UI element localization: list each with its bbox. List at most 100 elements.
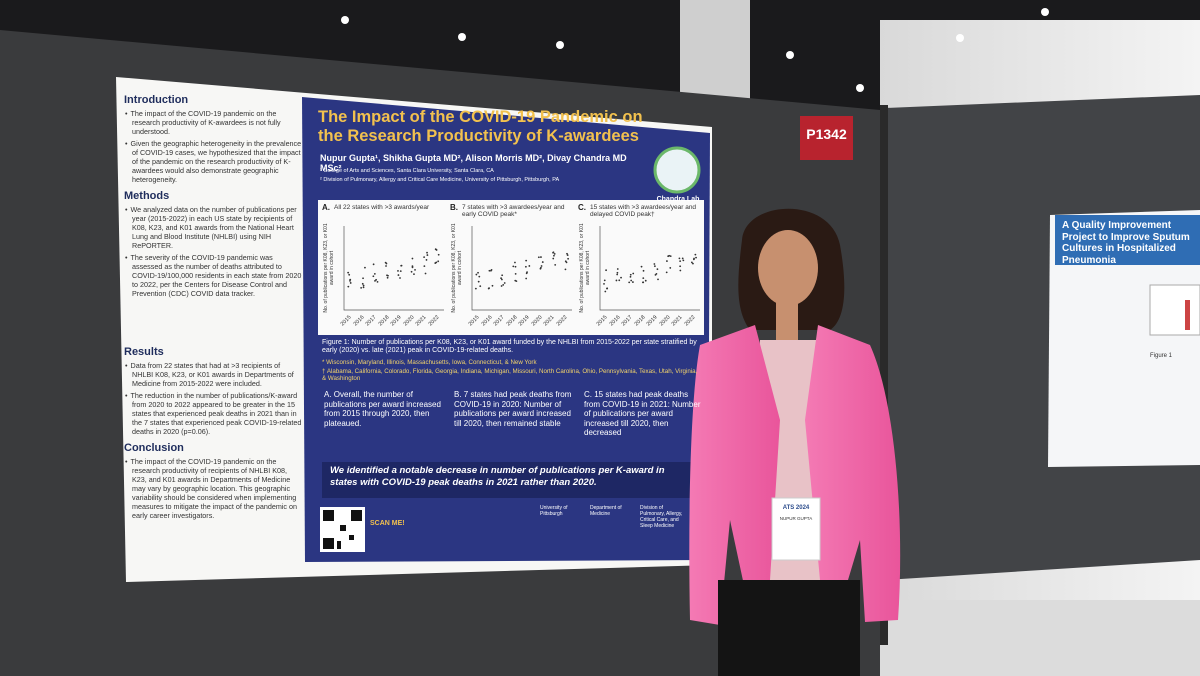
right-poster-header xyxy=(1055,215,1200,265)
left-column: Introduction The impact of the COVID-19 p… xyxy=(124,88,302,301)
poster-authors: Nupur Gupta¹, Shikha Gupta MD², Alison M… xyxy=(320,153,627,173)
plot-dot xyxy=(487,287,490,290)
plot-dot xyxy=(681,257,684,260)
badge-event: ATS 2024 xyxy=(782,505,810,511)
plot-dot xyxy=(566,252,568,255)
plot-dot xyxy=(615,279,618,282)
plot-dot xyxy=(630,279,633,282)
plot-dot xyxy=(478,275,481,278)
plot-dot xyxy=(632,272,635,275)
panel-title: All 22 states with >3 awards/year xyxy=(334,204,430,211)
plot-dot xyxy=(347,285,350,288)
plot-dot xyxy=(666,260,668,262)
plot-dot xyxy=(679,260,682,263)
panel-title: 7 states with >3 awardees/year and early… xyxy=(462,204,565,218)
section-heading: Conclusion xyxy=(124,442,184,454)
logo-text: Division of Pulmonary, Allergy, Critical… xyxy=(640,505,683,529)
plot-dot xyxy=(632,281,634,283)
right-poster xyxy=(1048,210,1200,467)
plot-dot xyxy=(512,265,515,268)
plot-dot xyxy=(629,275,632,278)
plot-dot xyxy=(524,265,527,268)
plot-dot xyxy=(500,277,502,280)
plot-dot xyxy=(695,256,697,259)
plot-dot xyxy=(501,278,503,281)
logo-text: University of Pittsburgh xyxy=(540,505,568,517)
plot-dot xyxy=(514,265,517,268)
plot-dot xyxy=(477,271,479,274)
plot-dot xyxy=(657,278,659,281)
section-item: The reduction in the number of publicati… xyxy=(131,391,302,436)
plot-dot xyxy=(616,271,619,274)
plot-dot xyxy=(425,259,428,261)
results-column: Results Data from 22 states that had at >… xyxy=(124,340,302,523)
plot-dot xyxy=(525,272,528,275)
plot-dot xyxy=(603,279,606,282)
plot-dot xyxy=(642,281,645,284)
lab-logo xyxy=(653,146,701,194)
plot-dot xyxy=(413,273,415,275)
result-text: C. 15 states had peak deaths from COVID-… xyxy=(584,390,701,438)
plot-dot xyxy=(692,262,694,265)
affiliation: ² Division of Pulmonary, Allergy and Cri… xyxy=(320,177,560,183)
y-axis-title: No. of publications per K08, K23, or K01… xyxy=(451,223,463,313)
person xyxy=(689,208,901,676)
ceiling-lights xyxy=(341,8,1049,92)
plot-dot xyxy=(692,258,695,261)
plot-dot xyxy=(437,253,440,256)
plot-dot xyxy=(349,279,351,282)
badge-name: NUPUR GUPTA xyxy=(779,516,813,521)
plot-dot xyxy=(423,256,426,259)
plot-dot xyxy=(362,284,365,287)
plot-dot xyxy=(539,266,542,269)
plot-dot xyxy=(385,262,388,265)
plot-dot xyxy=(386,274,388,277)
plot-dot xyxy=(373,272,376,275)
plot-dot xyxy=(361,282,364,285)
plot-dot xyxy=(397,274,400,276)
sign-label: P1342 xyxy=(806,126,847,142)
lab-name: Chandra Lab xyxy=(656,196,700,203)
plot-dot xyxy=(372,275,375,278)
figure-bg xyxy=(318,200,704,335)
plot-dot xyxy=(386,276,389,279)
logo-text: Department of Medicine xyxy=(590,505,622,517)
plot-dot xyxy=(564,268,567,271)
plot-dot xyxy=(553,254,555,257)
plot-dot xyxy=(503,282,506,284)
plot-dot xyxy=(410,270,413,273)
right-poster-title: A Quality Improvement Project to Improve… xyxy=(1062,220,1190,266)
affiliation: ¹ College of Arts and Sciences, Santa Cl… xyxy=(320,168,494,174)
plot-dot xyxy=(553,252,556,255)
plot-dot xyxy=(411,266,414,269)
plot-dot xyxy=(525,277,528,280)
plot-dot xyxy=(437,260,440,263)
plot-dot xyxy=(490,269,492,272)
conclusion-text: We identified a notable decrease in numb… xyxy=(330,465,665,488)
plot-dot xyxy=(678,257,681,260)
plot-dot xyxy=(540,265,543,267)
plot-dot xyxy=(514,279,517,282)
plot-dot xyxy=(567,257,570,260)
figure-note: * Wisconsin, Maryland, Illinois, Massach… xyxy=(322,359,537,366)
plot-dot xyxy=(424,272,427,275)
plot-dot xyxy=(514,261,516,264)
plot-dot xyxy=(488,269,491,272)
plot-dot xyxy=(541,261,544,263)
plot-dot xyxy=(537,256,540,259)
section-item: We analyzed data on the number of public… xyxy=(131,205,302,250)
section-item: Given the geographic heterogeneity in th… xyxy=(131,139,302,184)
plot-dot xyxy=(552,251,555,254)
plot-dot xyxy=(347,271,350,274)
plot-dot xyxy=(604,290,607,293)
plot-dot xyxy=(434,248,437,251)
panel-label: A. xyxy=(322,203,330,212)
plot-dot xyxy=(640,265,643,268)
section-item: The impact of the COVID-19 pandemic on t… xyxy=(131,457,302,520)
plot-dot xyxy=(360,286,363,289)
right-poster-chart xyxy=(1149,284,1200,336)
figure-plots xyxy=(343,226,700,311)
plot-dot xyxy=(400,264,403,267)
plot-dot xyxy=(514,272,517,275)
